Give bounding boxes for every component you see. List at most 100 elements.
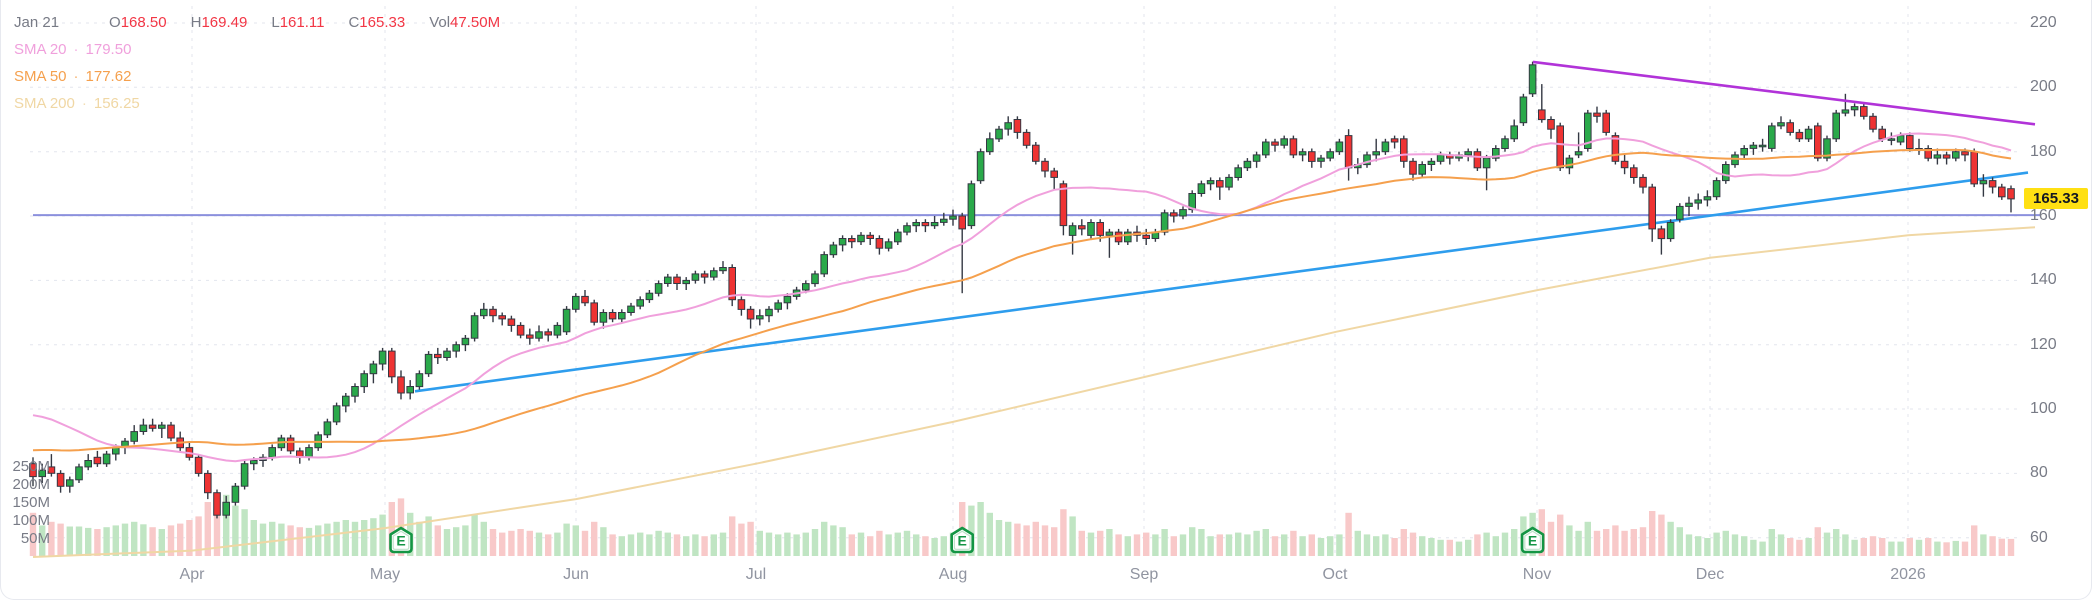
volume-bar bbox=[646, 534, 653, 556]
volume-bar bbox=[811, 529, 819, 556]
volume-bar bbox=[1308, 534, 1315, 556]
volume-bar bbox=[1373, 536, 1380, 556]
price-axis[interactable]: 220 200 180 160 140 120 100 80 60 bbox=[2030, 0, 2092, 616]
indicator-value: 177.62 bbox=[85, 68, 132, 85]
candle-body bbox=[673, 276, 681, 285]
volume-bar bbox=[793, 534, 800, 556]
volume-bar bbox=[1796, 539, 1803, 556]
volume-bar bbox=[1676, 527, 1683, 556]
candle-body bbox=[1482, 157, 1491, 169]
candle-body bbox=[581, 295, 589, 304]
ohlc-value: 161.11 bbox=[279, 14, 325, 31]
volume-bar bbox=[29, 512, 37, 556]
volume-bar bbox=[1474, 534, 1481, 556]
candle-body bbox=[332, 405, 341, 423]
volume-bar bbox=[1575, 530, 1582, 556]
candle-body bbox=[1262, 141, 1270, 156]
candle-body bbox=[903, 225, 911, 233]
candle-body bbox=[1041, 160, 1049, 172]
volume-bar bbox=[931, 538, 938, 556]
candle-body bbox=[1087, 222, 1095, 236]
sma200-line[interactable] bbox=[32, 226, 2036, 558]
volume-bar bbox=[1225, 534, 1233, 556]
candle-body bbox=[1492, 148, 1500, 159]
volume-bar bbox=[1005, 521, 1012, 556]
candle-body bbox=[1501, 138, 1509, 150]
candle-body bbox=[1850, 106, 1859, 111]
candle-body bbox=[1804, 128, 1813, 140]
earnings-badge-icon[interactable]: E bbox=[950, 526, 975, 554]
candle-body bbox=[1998, 186, 2006, 198]
volume-bar bbox=[1814, 527, 1821, 556]
volume-bar bbox=[940, 536, 947, 556]
candle-body bbox=[443, 350, 451, 359]
volume-bar bbox=[296, 527, 303, 556]
candle-body bbox=[940, 218, 948, 223]
volume-bar bbox=[765, 532, 773, 556]
month-label: Jun bbox=[563, 566, 589, 583]
candle-body bbox=[204, 472, 212, 494]
volume-bar bbox=[1658, 514, 1665, 556]
volume-bar bbox=[57, 523, 64, 556]
indicator-sma20[interactable]: SMA 20 · 179.50 bbox=[14, 36, 500, 63]
candle-body bbox=[1832, 112, 1841, 140]
candle-body bbox=[654, 283, 663, 294]
candle-body bbox=[1022, 131, 1031, 146]
candle-body bbox=[1630, 167, 1638, 179]
candle-body bbox=[1078, 225, 1086, 230]
volume-bar bbox=[1943, 542, 1950, 556]
candle-body bbox=[1786, 122, 1795, 133]
volume-bar bbox=[1934, 541, 1941, 556]
volume-bar bbox=[241, 509, 248, 556]
month-label: Apr bbox=[179, 566, 205, 583]
earnings-badge-icon[interactable]: E bbox=[1520, 526, 1545, 554]
volume-bar bbox=[1704, 538, 1711, 556]
candle-body bbox=[848, 238, 856, 243]
candle-body bbox=[1933, 154, 1942, 159]
candle-body bbox=[627, 305, 635, 314]
indicator-value: 156.25 bbox=[93, 95, 140, 112]
candle-body bbox=[2007, 188, 2015, 200]
volume-bar bbox=[517, 529, 524, 556]
volume-bar bbox=[627, 534, 635, 556]
volume-bar bbox=[1557, 514, 1564, 556]
candle-body bbox=[406, 386, 414, 394]
volume-bar bbox=[1879, 538, 1886, 556]
candle-body bbox=[608, 312, 617, 320]
volume-bar bbox=[563, 523, 570, 556]
volume-bar bbox=[1106, 529, 1113, 556]
candle-body bbox=[323, 421, 332, 436]
trendline-up[interactable] bbox=[414, 171, 2029, 393]
ohlc-row[interactable]: Jan 21 O 168.50 H 169.49 L 161.11 C 165.33 Vol 47… bbox=[14, 9, 500, 36]
trendline-down[interactable] bbox=[1532, 60, 2036, 126]
volume-bar bbox=[1198, 529, 1205, 556]
volume-bar bbox=[204, 502, 211, 556]
indicator-sma200[interactable]: SMA 200 · 156.25 bbox=[14, 90, 500, 117]
volume-bar bbox=[1133, 534, 1141, 556]
time-axis[interactable]: Apr May Jun Jul Aug Sep Oct Nov Dec 2026 bbox=[0, 566, 2092, 590]
earnings-badge-icon[interactable]: E bbox=[389, 526, 413, 554]
candle-body bbox=[1344, 135, 1353, 169]
candle-body bbox=[369, 363, 378, 375]
sma50-line[interactable] bbox=[32, 148, 2012, 452]
candle-body bbox=[1887, 138, 1896, 141]
volume-bar bbox=[1731, 534, 1739, 556]
candle-body bbox=[75, 466, 83, 481]
candle-body bbox=[360, 373, 368, 388]
volume-bar bbox=[968, 505, 975, 556]
indicator-sma50[interactable]: SMA 50 · 177.62 bbox=[14, 63, 500, 90]
candle-body bbox=[912, 222, 921, 227]
candle-body bbox=[1814, 125, 1822, 159]
candle-body bbox=[1666, 222, 1675, 240]
ohlc-key: L bbox=[271, 14, 280, 31]
candle-body bbox=[1528, 64, 1537, 95]
volume-bar bbox=[158, 529, 165, 556]
candle-body bbox=[213, 492, 221, 516]
volume-bar bbox=[1345, 512, 1352, 556]
volume-tick-label: 50M bbox=[20, 530, 50, 547]
candle-body bbox=[746, 308, 755, 320]
volume-bar bbox=[1143, 532, 1150, 556]
volume-bar bbox=[1455, 541, 1463, 556]
month-label: Nov bbox=[1522, 566, 1552, 583]
